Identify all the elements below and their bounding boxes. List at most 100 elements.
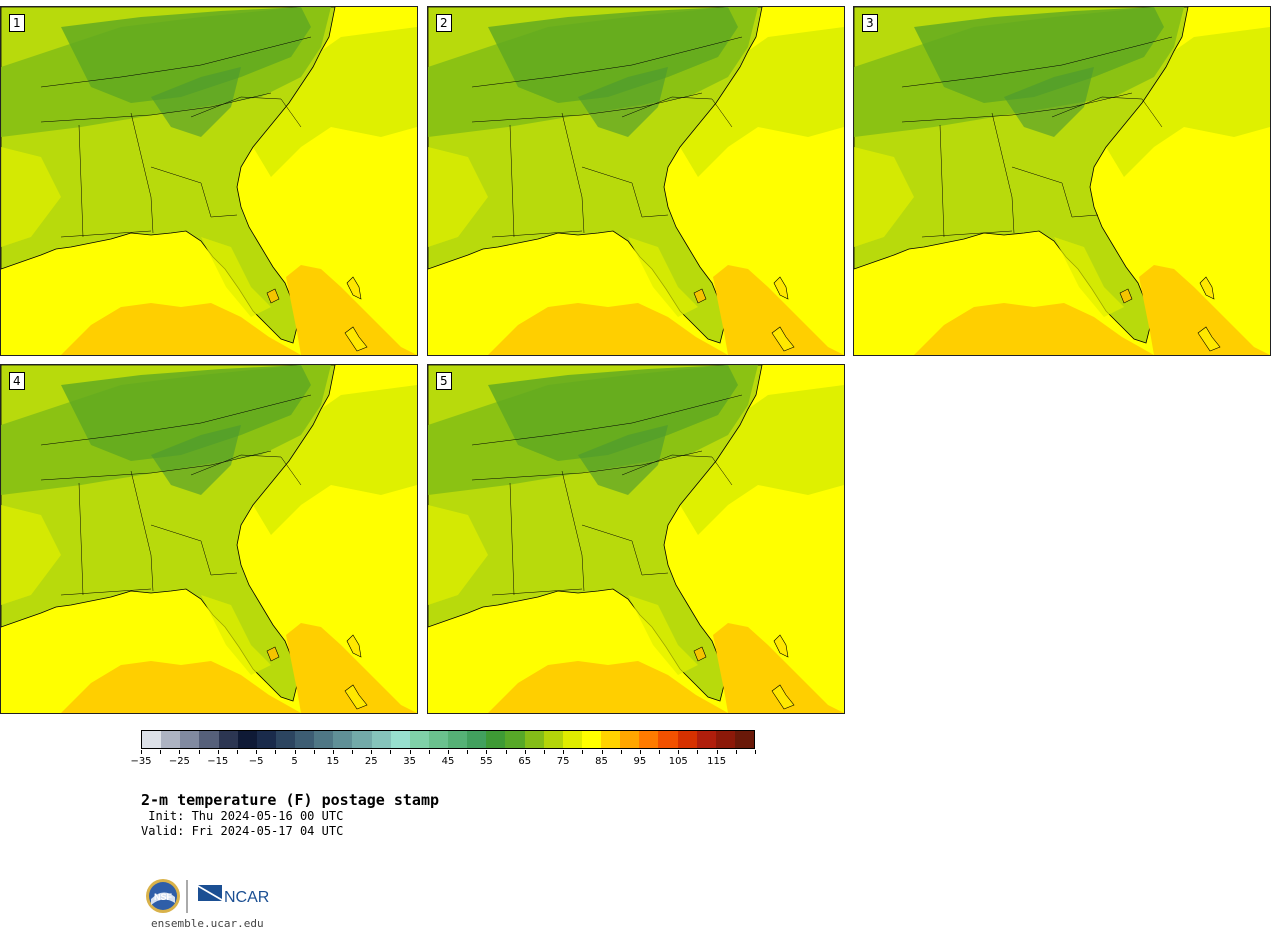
colorbar-swatch [620,731,640,748]
colorbar-swatch [180,731,200,748]
panel-number-label: 5 [436,372,452,390]
colorbar-swatch [658,731,678,748]
colorbar-swatch [409,731,429,748]
svg-text:NCAR: NCAR [224,889,269,906]
colorbar-tick [639,750,641,754]
colorbar-tick [735,750,737,754]
colorbar-tick-label: 45 [441,756,455,767]
temperature-map [854,7,1270,355]
colorbar-tick [582,750,584,754]
valid-time: Valid: Fri 2024-05-17 04 UTC [141,824,344,838]
colorbar-tick [256,750,258,754]
colorbar-tick-label: 75 [556,756,570,767]
colorbar-swatch [734,731,754,748]
colorbar-swatch [562,731,582,748]
colorbar-swatch [390,731,410,748]
panel-number-label: 4 [9,372,25,390]
colorbar-swatch [275,731,295,748]
temperature-map [428,7,844,355]
colorbar-tick-label: 85 [595,756,608,767]
colorbar-tick-label: 95 [633,756,647,767]
colorbar-swatch [486,731,506,748]
nsf-seal-icon: NSF [146,879,180,913]
colorbar-tick [275,750,277,754]
colorbar-tick [486,750,488,754]
colorbar-swatch [142,731,162,748]
colorbar-tick [371,750,373,754]
colorbar-tick [236,750,238,754]
init-time: Init: Thu 2024-05-16 00 UTC [141,809,344,823]
colorbar-tick [198,750,200,754]
colorbar-tick-label: 25 [364,756,378,767]
member-panel-1: 1 [0,6,418,356]
ncar-icon: NCAR [198,885,269,906]
colorbar-tick [428,750,430,754]
colorbar-swatch [314,731,334,748]
colorbar-tick-label: 115 [707,756,727,767]
colorbar-tick [467,750,469,754]
colorbar-tick-label: −25 [168,756,190,767]
colorbar-swatch [524,731,544,748]
colorbar-swatch [333,731,353,748]
colorbar-swatch [677,731,697,748]
colorbar-tick [620,750,622,754]
colorbar-swatch [543,731,563,748]
colorbar-tick [141,750,142,754]
panel-number-label: 3 [862,14,878,32]
member-panel-2: 2 [427,6,845,356]
colorbar-tick [678,750,680,754]
panel-number-label: 2 [436,14,452,32]
colorbar-tick [524,750,526,754]
colorbar-swatch [715,731,735,748]
colorbar-tick [332,750,334,754]
colorbar-tick-label: 15 [326,756,340,767]
colorbar-swatch [352,731,372,748]
nsf-ncar-logo: NSF NCAR [144,877,274,917]
colorbar-tick [179,750,181,754]
colorbar-swatch [601,731,621,748]
colorbar-swatch [581,731,601,748]
colorbar-tick [352,750,354,754]
colorbar-tick-label: 35 [403,756,416,767]
colorbar-tick [217,750,219,754]
colorbar-tick [160,750,162,754]
colorbar-tick-label: −35 [130,756,152,767]
colorbar-swatch [696,731,716,748]
colorbar-swatch [199,731,219,748]
temperature-map [428,365,844,713]
colorbar-swatch [448,731,468,748]
colorbar-tick [448,750,449,754]
colorbar-tick-label: 105 [668,756,688,767]
colorbar-swatch [428,731,448,748]
colorbar-tick [505,750,507,754]
temperature-map [1,365,417,713]
colorbar-swatch [161,731,181,748]
colorbar-tick [313,750,315,754]
colorbar-tick-label: −5 [248,756,264,767]
colorbar-tick-label: 55 [480,756,493,767]
panel-number-label: 1 [9,14,25,32]
colorbar-tick [755,750,756,754]
colorbar-swatch [295,731,315,748]
colorbar-swatch [256,731,276,748]
colorbar-tick [409,750,411,754]
colorbar-tick [697,750,699,754]
colorbar-swatch [467,731,487,748]
colorbar-swatch [237,731,257,748]
member-panel-3: 3 [853,6,1271,356]
colorbar-tick [294,750,296,754]
colorbar-tick [563,750,565,754]
colorbar-swatch [505,731,525,748]
colorbar-tick [390,750,392,754]
temperature-colorbar [141,730,755,749]
colorbar-tick [543,750,545,754]
svg-text:NSF: NSF [154,892,173,902]
colorbar-tick-label: −15 [207,756,229,767]
colorbar-tick [716,750,718,754]
colorbar-ticks: −35 −25 −15 −5 5 15 25 35 45 55 65 75 85 95 105 115 [130,750,756,770]
member-panel-5: 5 [427,364,845,714]
website-link[interactable]: ensemble.ucar.edu [151,917,264,930]
colorbar-tick [601,750,603,754]
temperature-map [1,7,417,355]
colorbar-swatch [218,731,238,748]
